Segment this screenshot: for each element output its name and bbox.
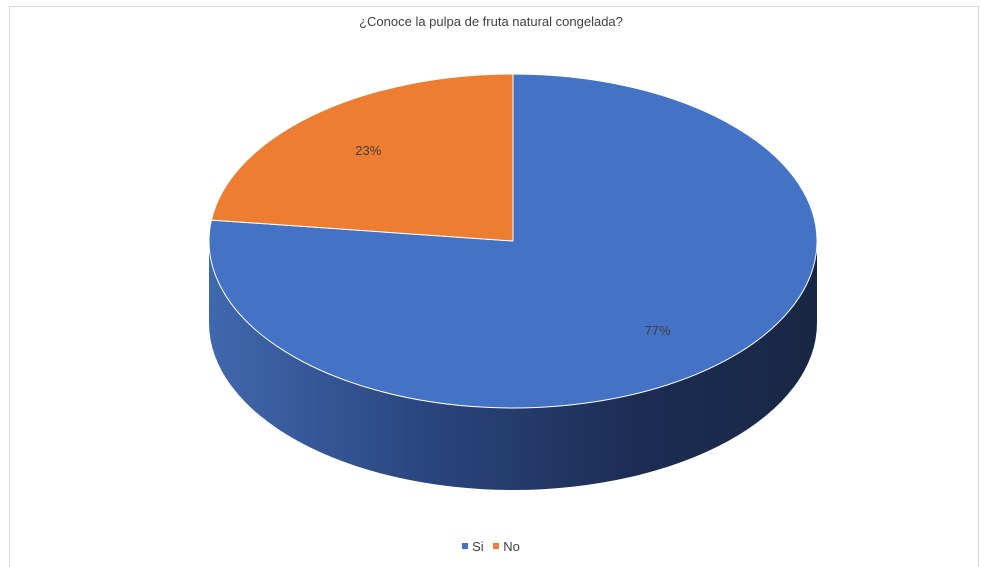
legend-label-si: Si	[472, 539, 484, 554]
legend-item-no: No	[493, 539, 520, 554]
legend-swatch-no	[493, 543, 500, 549]
pie-side-wall	[209, 241, 817, 490]
legend-swatch-si	[462, 543, 469, 549]
chart-legend: Si No	[0, 539, 982, 554]
chart-title: ¿Conoce la pulpa de fruta natural congel…	[359, 14, 623, 29]
data-label-si: 77%	[645, 323, 671, 338]
data-label-no: 23%	[355, 143, 381, 158]
pie-slice-no	[210, 73, 514, 242]
legend-label-no: No	[503, 539, 520, 554]
legend-item-si: Si	[462, 539, 484, 554]
